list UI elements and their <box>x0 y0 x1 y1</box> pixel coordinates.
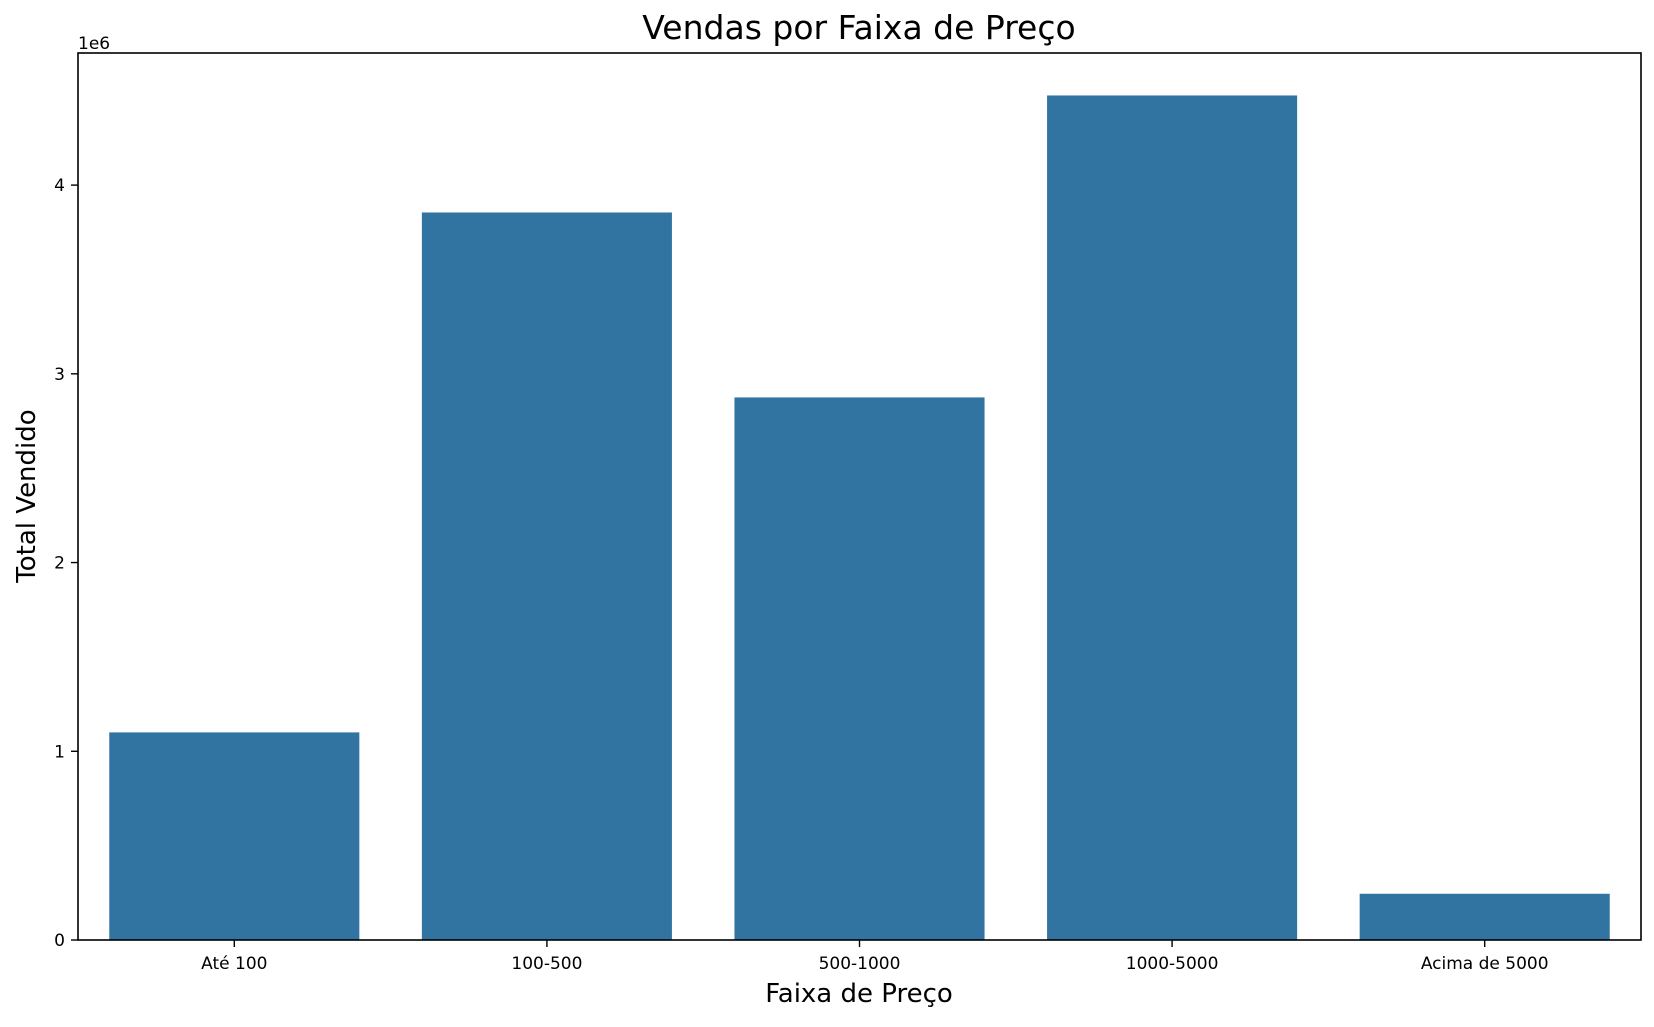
axis-ticks-group: Até 100 100-500 500-1000 1000-5000 Acima de … <box>54 176 1548 974</box>
x-tick-label-2: 500-1000 <box>819 954 901 974</box>
x-tick-label-4: Acima de 5000 <box>1421 954 1549 974</box>
y-tick-label-1: 1 <box>54 742 65 762</box>
chart-title: Vendas por Faixa de Preço <box>642 8 1075 47</box>
plot-area-frame <box>77 52 1642 941</box>
x-tick-label-1: 100-500 <box>511 954 582 974</box>
bar-0 <box>109 732 360 940</box>
y-tick-label-3: 3 <box>54 365 65 385</box>
x-tick-label-3: 1000-5000 <box>1126 954 1219 974</box>
x-tick-label-0: Até 100 <box>201 954 267 974</box>
x-axis-label: Faixa de Preço <box>765 979 953 1009</box>
bar-2 <box>734 397 985 940</box>
bar-4 <box>1359 893 1610 940</box>
y-tick-label-0: 0 <box>54 931 65 951</box>
bar-3 <box>1047 95 1298 940</box>
bars-group <box>109 95 1610 940</box>
y-axis-offset-label: 1e6 <box>78 34 110 54</box>
y-axis-label: Total Vendido <box>12 409 42 583</box>
y-tick-label-2: 2 <box>54 554 65 574</box>
y-tick-label-4: 4 <box>54 176 65 196</box>
bar-1 <box>421 212 672 940</box>
